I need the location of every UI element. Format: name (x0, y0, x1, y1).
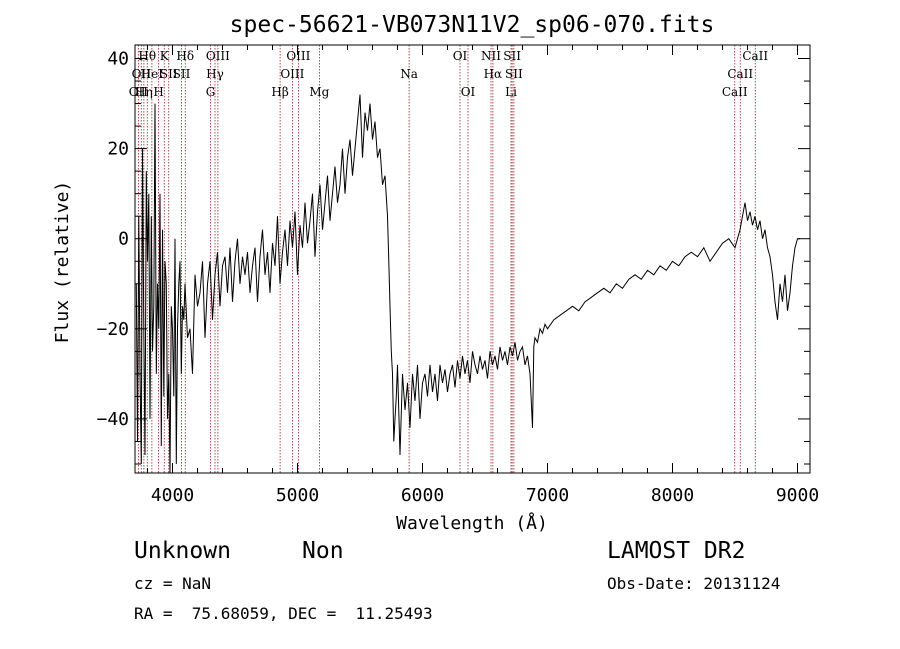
x-tick-label-3: 7000 (526, 485, 569, 506)
line-label-1: OII (132, 67, 152, 81)
line-label-3: Hθ (138, 49, 156, 63)
line-label-24: Li (505, 85, 517, 99)
survey-name: LAMOST DR2 (607, 538, 746, 564)
line-label-5: H (153, 85, 163, 99)
line-label-19: OI (461, 85, 476, 99)
y-tick-label-4: 40 (107, 49, 129, 70)
y-axis-label: Flux (relative) (52, 181, 73, 344)
x-tick-labels: 4000 5000 6000 7000 8000 9000 (151, 485, 819, 506)
line-label-23: SII (505, 67, 523, 81)
line-label-6: K (160, 49, 170, 63)
line-label-15: OIII (286, 49, 310, 63)
spectrum-line (135, 94, 800, 474)
line-label-10: G (206, 85, 216, 99)
x-axis-label: Wavelength (Å) (396, 512, 548, 534)
emission-line-labels: OIIOIIHηHθHeIHKSIIHδSIIGHγOIIIHβOIIIOIII… (129, 49, 769, 99)
line-label-21: Hα (484, 67, 503, 81)
line-label-7: SII (160, 67, 178, 81)
line-label-25: CaII (722, 85, 748, 99)
y-tick-label-1: −20 (96, 319, 129, 340)
line-label-18: OI (453, 49, 468, 63)
coordinates: RA = 75.68059, DEC = 11.25493 (134, 604, 433, 623)
line-label-11: Hγ (206, 67, 224, 81)
x-tick-label-1: 5000 (276, 485, 319, 506)
line-label-27: CaII (742, 49, 768, 63)
line-label-17: Na (400, 67, 418, 81)
line-label-26: CaII (727, 67, 753, 81)
line-label-16: Mg (309, 85, 329, 99)
line-label-2: Hη (135, 85, 153, 99)
x-tick-label-4: 8000 (651, 485, 694, 506)
redshift-value: cz = NaN (134, 574, 212, 593)
line-label-9: SII (173, 67, 191, 81)
y-tick-labels: −40 −20 0 20 40 (96, 49, 129, 430)
y-tick-label-0: −40 (96, 409, 129, 430)
line-label-0: OII (129, 85, 149, 99)
line-label-20: NII (481, 49, 501, 63)
line-label-4: HeI (141, 67, 164, 81)
axis-ticks (135, 45, 810, 473)
x-tick-label-5: 9000 (776, 485, 819, 506)
line-label-22: SII (503, 49, 521, 63)
line-label-8: Hδ (176, 49, 194, 63)
object-class: Unknown (134, 538, 231, 564)
line-label-14: OIII (280, 67, 304, 81)
observation-date: Obs-Date: 20131124 (607, 574, 781, 593)
x-tick-label-0: 4000 (151, 485, 194, 506)
line-label-13: Hβ (271, 85, 288, 99)
y-tick-label-3: 20 (107, 139, 129, 160)
chart-title: spec-56621-VB073N11V2_sp06-070.fits (230, 12, 715, 38)
object-subclass: Non (302, 538, 344, 564)
y-tick-label-2: 0 (118, 229, 129, 250)
line-label-12: OIII (206, 49, 230, 63)
x-tick-label-2: 6000 (401, 485, 444, 506)
